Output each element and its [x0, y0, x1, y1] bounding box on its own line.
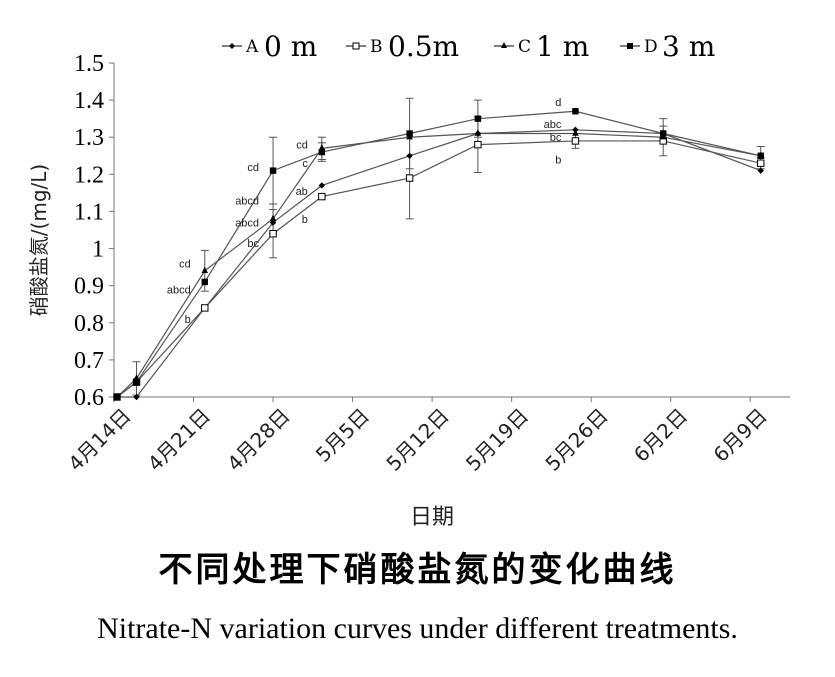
significance-label: abcd: [235, 195, 259, 207]
point-D: [474, 115, 482, 122]
series-markers: [113, 108, 765, 401]
legend-marker: [501, 42, 507, 48]
point-A: [318, 182, 326, 189]
legend-series-label: 0 m: [264, 30, 317, 63]
y-tick-label: 1.3: [74, 125, 104, 151]
significance-label: abcd: [167, 284, 191, 296]
x-tick-label: 6月2日: [629, 404, 692, 467]
point-D: [406, 130, 413, 137]
legend-marker: [352, 42, 360, 50]
caption-english: Nitrate-N variation curves under differe…: [97, 612, 738, 645]
legend-series-label: 0.5m: [388, 30, 459, 63]
x-tick-label: 4月14日: [63, 404, 135, 476]
y-tick-label: 1: [92, 237, 104, 263]
series-line-C: [116, 132, 761, 398]
x-axis-label: 日期: [410, 505, 454, 530]
point-D: [318, 148, 326, 156]
point-B: [757, 159, 765, 167]
significance-label: d: [555, 97, 561, 109]
point-D: [201, 278, 208, 286]
significance-label: b: [302, 214, 308, 226]
point-B: [405, 174, 414, 182]
y-tick-label: 0.9: [74, 274, 104, 300]
point-B: [474, 140, 482, 149]
significance-label: c: [302, 158, 308, 170]
point-B: [201, 304, 209, 312]
point-C: [572, 129, 579, 136]
y-tick-label: 0.6: [74, 385, 104, 411]
y-tick-label: 0.8: [74, 311, 104, 337]
y-tick-label: 1.1: [74, 199, 104, 225]
significance-label: cd: [296, 140, 308, 152]
y-ticks: 0.6 0.7 0.8 0.9 1 1.1 1.2 1.3 1.4 1.5: [74, 51, 114, 411]
x-tick-label: 6月9日: [709, 404, 772, 467]
point-C: [201, 266, 208, 274]
legend-series-label: 3 m: [662, 30, 715, 63]
series-lines: [116, 110, 761, 398]
y-tick-label: 0.7: [74, 348, 104, 374]
x-tick-label: 5月19日: [461, 404, 533, 476]
x-ticks: 4月14日 4月21日 4月28日 5月5日 5月12日 5月19日 5月26日 6月2日 6月…: [63, 397, 772, 476]
x-tick-label: 4月28日: [222, 404, 294, 476]
x-tick-label: 5月12日: [381, 404, 453, 476]
point-D: [133, 378, 140, 386]
point-D: [660, 130, 667, 137]
series-line-B: [116, 140, 761, 398]
significance-label: cd: [179, 258, 191, 270]
point-B: [318, 192, 326, 201]
significance-label: bc: [247, 238, 259, 250]
point-C: [269, 214, 277, 222]
y-tick-label: 1.2: [74, 162, 104, 188]
series-line-D: [116, 110, 761, 398]
point-D: [269, 167, 277, 174]
point-C: [474, 129, 482, 136]
significance-label: abc: [544, 119, 562, 131]
legend-marker: [229, 43, 235, 49]
point-D: [113, 393, 121, 401]
x-tick-label: 5月5日: [311, 404, 374, 467]
legend-series-label: 1 m: [536, 30, 589, 63]
point-A: [133, 393, 140, 401]
x-tick-label: 4月21日: [143, 404, 215, 476]
legend-series-name: C: [518, 37, 531, 57]
y-tick-label: 1.4: [74, 88, 104, 114]
point-B: [571, 137, 580, 145]
point-D: [757, 152, 764, 159]
significance-label: ab: [296, 186, 308, 198]
y-tick-label: 1.5: [74, 51, 104, 77]
significance-label: b: [555, 154, 561, 166]
significance-label: cd: [247, 162, 259, 174]
caption-chinese: 不同处理下硝酸盐氮的变化曲线: [158, 550, 677, 590]
x-tick-label: 5月26日: [540, 404, 612, 476]
point-D: [572, 108, 579, 115]
significance-label: bc: [550, 132, 562, 144]
y-axis-label: 硝酸盐氮/(mg/L): [27, 164, 51, 316]
significance-label: b: [185, 314, 191, 326]
legend-series-name: B: [370, 37, 383, 57]
legend-series-name: A: [245, 37, 259, 57]
legend-series-name: D: [644, 37, 658, 57]
legend-marker: [627, 43, 633, 49]
point-A: [757, 167, 764, 174]
series-line-A: [117, 129, 761, 398]
point-B: [269, 230, 277, 238]
point-A: [406, 152, 413, 159]
significance-label: abcd: [235, 218, 259, 230]
